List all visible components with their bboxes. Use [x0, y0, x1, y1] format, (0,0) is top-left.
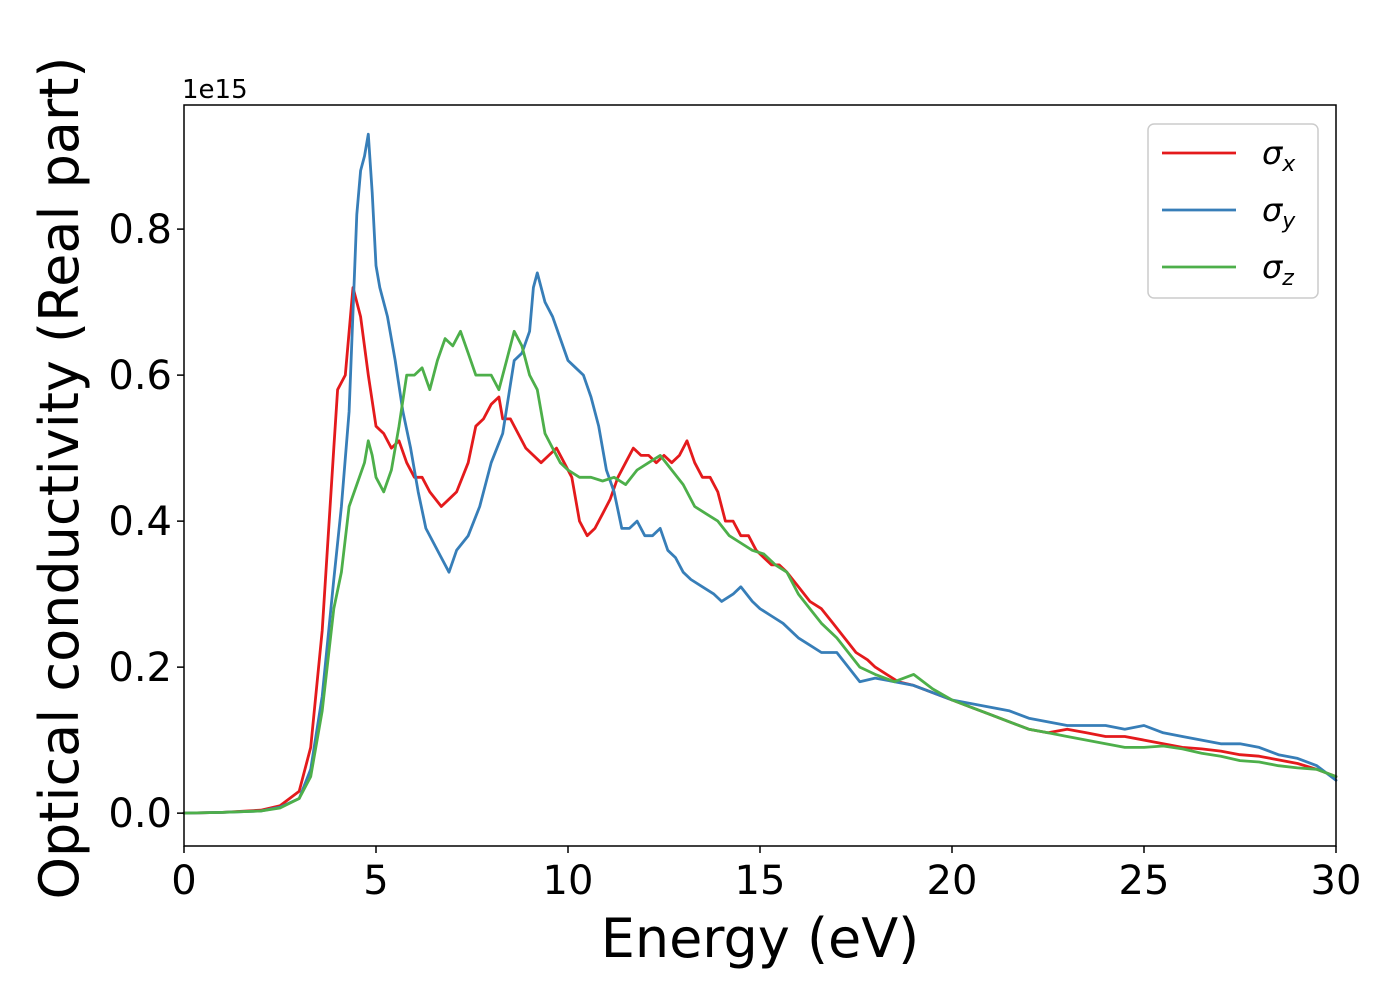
legend-label-x: σx [1262, 134, 1296, 177]
legend-label-y: σy [1262, 191, 1296, 234]
legend-symbol: σ [1262, 134, 1284, 172]
x-tick-label: 15 [735, 858, 786, 904]
x-tick-label: 30 [1311, 858, 1362, 904]
legend-symbol: σ [1262, 191, 1284, 229]
y-tick-label: 0.6 [108, 353, 172, 399]
y-offset-label: 1e15 [182, 75, 248, 105]
series-layer [182, 132, 1338, 815]
y-tick-label: 0.4 [108, 499, 172, 545]
x-axis-title: Energy (eV) [601, 907, 920, 970]
y-tick-label: 0.2 [108, 645, 172, 691]
x-tick-label: 25 [1119, 858, 1170, 904]
x-axis: 0 5 10 15 20 25 30 [171, 846, 1361, 904]
y-axis: 0.0 0.2 0.4 0.6 0.8 [108, 207, 184, 837]
x-tick-label: 10 [543, 858, 594, 904]
legend-subscript: x [1281, 152, 1296, 177]
series-line-y [182, 132, 1338, 815]
y-tick-label: 0.8 [108, 207, 172, 253]
x-tick-label: 0 [171, 858, 196, 904]
series-line-z [182, 329, 1338, 815]
legend-symbol: σ [1262, 248, 1284, 286]
x-tick-label: 20 [927, 858, 978, 904]
y-tick-label: 0.0 [108, 791, 172, 837]
legend-subscript: z [1281, 266, 1294, 291]
x-tick-label: 5 [363, 858, 388, 904]
y-axis-title: Optical conductivity (Real part) [28, 57, 91, 900]
legend-subscript: y [1281, 209, 1296, 234]
legend-label-z: σz [1262, 248, 1294, 291]
